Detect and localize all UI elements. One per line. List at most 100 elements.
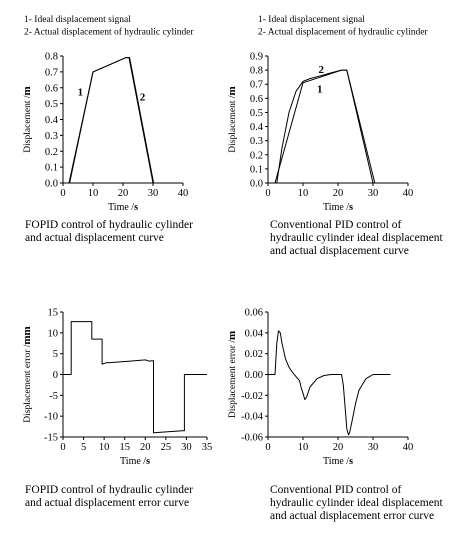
x-tick-label: 40 [178, 188, 189, 199]
series-line-2 [63, 57, 155, 184]
x-axis-unit: s [146, 456, 150, 467]
y-tick-label: 10 [48, 328, 59, 339]
x-axis-label-text: Time / [120, 456, 146, 467]
caption-line: Conventional PID control of [270, 484, 402, 496]
x-tick-label: 10 [88, 188, 99, 199]
x-tick-label: 15 [119, 442, 130, 453]
series-line-2 [268, 69, 376, 184]
x-tick-label: 10 [298, 188, 309, 199]
x-tick-label: 20 [333, 442, 344, 453]
legend-entry: 2- Actual displacement of hydraulic cyli… [24, 27, 194, 38]
y-tick-label: 0.2 [45, 147, 58, 158]
caption-line: FOPID control of hydraulic cylinder [25, 219, 193, 231]
x-tick-label: 30 [368, 442, 379, 453]
y-tick-label: -0.06 [241, 433, 263, 444]
x-tick-label: 25 [161, 442, 172, 453]
y-tick-label: 0.9 [250, 52, 263, 63]
caption-line: and actual displacement curve [25, 232, 164, 244]
y-tick-label: 0.3 [45, 131, 58, 142]
y-tick-label: -10 [44, 412, 58, 423]
y-tick-label: -0.02 [241, 391, 263, 402]
y-tick-label: 0.4 [45, 115, 59, 126]
x-tick-label: 35 [202, 442, 213, 453]
y-tick-label: 0.1 [45, 163, 58, 174]
y-tick-label: 0.7 [45, 67, 58, 78]
x-axis-label-text: Time / [108, 202, 134, 213]
legend-entry: 2- Actual displacement of hydraulic cyli… [258, 27, 428, 38]
x-axis-label-text: Time / [323, 202, 349, 213]
x-axis-label: Time /s [108, 202, 138, 213]
x-tick-label: 0 [265, 442, 270, 453]
x-tick-label: 5 [81, 442, 86, 453]
y-tick-label: 0.6 [45, 83, 58, 94]
x-tick-label: 40 [403, 442, 414, 453]
y-tick-label: 0.04 [245, 328, 264, 339]
y-tick-label: -5 [49, 391, 58, 402]
x-tick-label: 30 [368, 188, 379, 199]
x-axis-label-text: Time / [323, 456, 349, 467]
x-tick-label: 20 [140, 442, 151, 453]
y-axis-label-text: Displacement / [228, 95, 238, 153]
x-tick-label: 0 [60, 442, 65, 453]
chart-4: 0 10 20 30 40 0.06 0.04 0.02 0.00 -0.02 -0.04 -0.06… [226, 308, 413, 468]
curve-label: 2 [140, 91, 146, 103]
x-tick-label: 0 [265, 188, 270, 199]
y-axis-label-text: Displacement / [23, 95, 33, 153]
caption-line: FOPID control of hydraulic cylinder [25, 484, 193, 496]
y-tick-label: 0 [53, 370, 58, 381]
chart-1: 1- Ideal displacement signal 2- Actual di… [21, 15, 194, 213]
curve-label: 2 [318, 64, 324, 76]
legend-entry: 1- Ideal displacement signal [24, 15, 131, 25]
caption-fopid-error: FOPID control of hydraulic cylinder and … [25, 484, 193, 510]
x-tick-label: 30 [148, 188, 159, 199]
caption-fopid-displacement: FOPID control of hydraulic cylinder and … [25, 219, 193, 245]
y-axis-unit: m [226, 331, 238, 340]
y-axis-unit: m [21, 86, 33, 95]
y-axis-label: Displacement /m [21, 86, 33, 152]
y-axis-unit: m [226, 86, 238, 95]
caption-pid-error: Conventional PID control of hydraulic cy… [270, 484, 443, 523]
y-axis-label: Displacement error /m [226, 331, 238, 418]
y-tick-label: 5 [53, 349, 58, 360]
caption-line: Conventional PID control of [270, 219, 402, 231]
chart-3: 0 5 10 15 20 25 30 35 15 10 5 0 -5 -10 -15 Time /s Displ… [21, 308, 212, 468]
y-axis-label: Displacement error /mm [21, 326, 33, 422]
y-tick-label: 0.8 [250, 66, 263, 77]
curve-label: 1 [78, 87, 84, 99]
caption-line: and actual displacement curve [270, 245, 409, 257]
y-tick-label: 0.7 [250, 80, 263, 91]
y-tick-label: 0.3 [250, 136, 263, 147]
x-axis-label: Time /s [323, 456, 353, 467]
x-axis-unit: s [134, 202, 138, 213]
x-tick-label: 0 [60, 188, 65, 199]
curve-label: 1 [317, 84, 323, 96]
y-tick-label: -0.04 [241, 412, 264, 423]
x-tick-label: 20 [333, 188, 344, 199]
x-axis-unit: s [349, 202, 353, 213]
caption-line: and actual displacement error curve [25, 497, 190, 509]
caption-line: and actual displacement error curve [270, 510, 435, 522]
y-tick-label: 0.0 [45, 179, 58, 190]
caption-line: hydraulic cylinder ideal displacement [270, 232, 443, 244]
y-axis-label-text: Displacement error / [228, 340, 238, 418]
x-tick-label: 40 [403, 188, 414, 199]
y-tick-label: 0.6 [250, 94, 263, 105]
x-tick-label: 30 [181, 442, 192, 453]
y-tick-label: 0.4 [250, 122, 264, 133]
x-tick-label: 10 [99, 442, 110, 453]
series-line-1 [63, 321, 207, 434]
x-tick-label: 10 [298, 442, 309, 453]
y-tick-label: 0.8 [45, 52, 58, 63]
caption-pid-displacement: Conventional PID control of hydraulic cy… [270, 219, 443, 258]
chart-2: 1- Ideal displacement signal 2- Actual di… [226, 15, 428, 213]
y-tick-label: 0.2 [250, 150, 263, 161]
series-line-1 [63, 57, 154, 184]
y-tick-label: 0.00 [245, 370, 263, 381]
y-axis-label-text: Displacement error / [23, 344, 33, 422]
y-tick-label: 0.0 [250, 179, 263, 190]
y-tick-label: 0.1 [250, 164, 263, 175]
y-tick-label: 0.06 [245, 308, 263, 319]
y-tick-label: 0.02 [245, 349, 263, 360]
legend-entry: 1- Ideal displacement signal [258, 15, 365, 25]
